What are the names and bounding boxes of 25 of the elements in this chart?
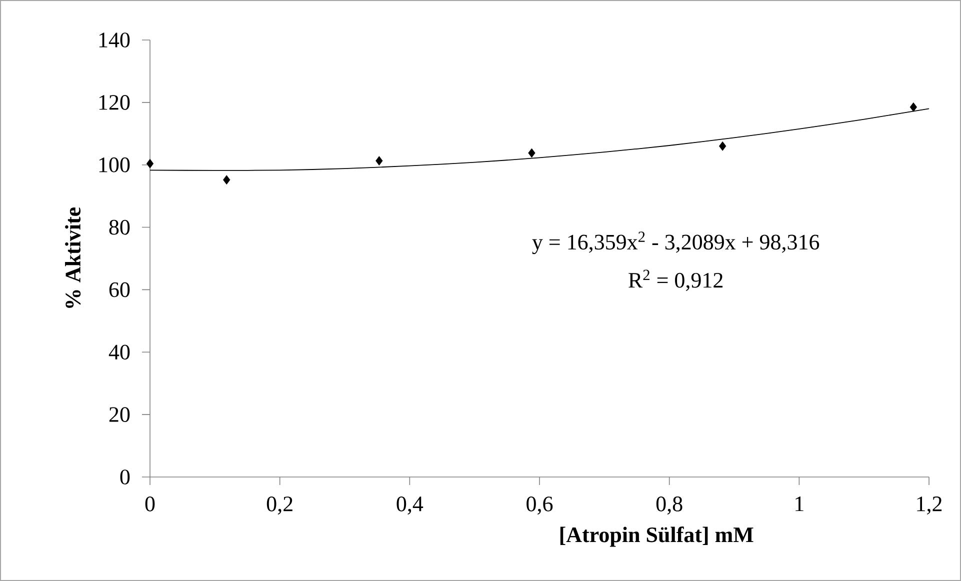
- y-tick-label: 0: [120, 470, 130, 484]
- point: [376, 156, 383, 166]
- x-tick-label: 0,6: [526, 496, 553, 515]
- y-tick-label: 60: [109, 282, 130, 298]
- x-axis-title: [Atropin Sülfat] mM: [560, 526, 754, 547]
- y-tick-label: 120: [99, 95, 130, 110]
- x-tick-label: 1,2: [917, 496, 942, 514]
- x-tick-label: 0,2: [266, 496, 292, 515]
- y-tick-label: 40: [108, 344, 130, 360]
- point: [910, 102, 918, 112]
- annotation: R$^{2}$ = 0,912: [628, 270, 722, 291]
- y-tick-label: 100: [99, 157, 130, 172]
- point: [223, 175, 230, 185]
- point: [146, 158, 154, 168]
- x-tick-label: 1: [796, 496, 804, 512]
- y-tick-label: 80: [109, 220, 130, 235]
- annotation: y = 16,359x$^{2}$ - 3,2089x + 98,316: [532, 232, 820, 254]
- point: [718, 141, 726, 151]
- x-tick-label: 0,8: [656, 496, 682, 515]
- y-tick-label: 140: [99, 32, 130, 48]
- point: [528, 148, 536, 158]
- x-tick-label: 0: [145, 496, 155, 512]
- x-tick-label: 0,4: [396, 496, 424, 515]
- y-tick-label: 20: [109, 407, 130, 422]
- y-axis-title: % Aktivite: [65, 207, 81, 308]
